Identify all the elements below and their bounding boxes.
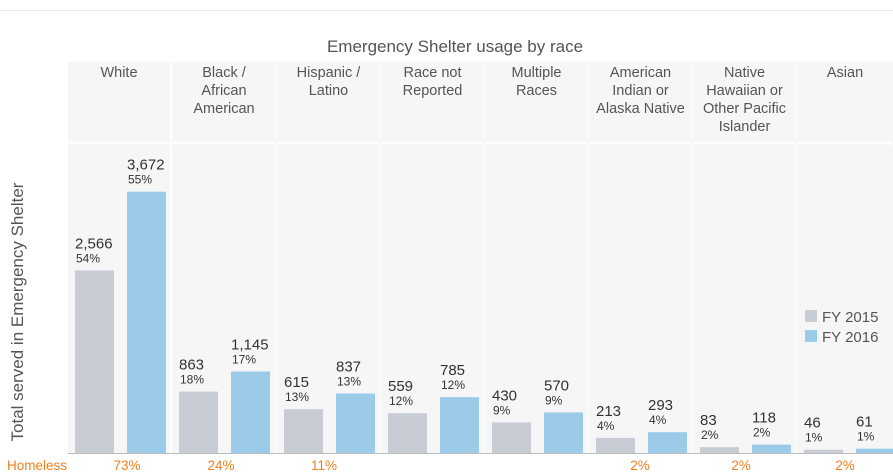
bar-percent-label: 12% <box>441 378 465 392</box>
footer-value: 24% <box>207 458 234 473</box>
bar-fy2015 <box>75 270 114 453</box>
bar-value-label: 83 <box>700 412 717 429</box>
category-label: American <box>610 65 671 81</box>
category-panel-2 <box>277 62 380 453</box>
bar-value-label: 837 <box>336 358 361 375</box>
bar-value-label: 46 <box>804 415 821 432</box>
bar-value-label: 61 <box>856 414 873 431</box>
category-label: White <box>100 65 137 81</box>
y-axis-label: Total served in Emergency Shelter <box>8 182 27 441</box>
bar-fy2015 <box>388 413 427 453</box>
category-panel-3 <box>381 62 484 453</box>
bar-value-label: 213 <box>596 403 621 420</box>
bar-percent-label: 55% <box>128 173 152 187</box>
bar-fy2016 <box>231 371 270 453</box>
legend-label: FY 2016 <box>822 329 878 346</box>
bar-percent-label: 9% <box>545 393 563 407</box>
chart-title: Emergency Shelter usage by race <box>327 37 583 56</box>
bar-fy2016 <box>336 393 375 453</box>
category-panel-7 <box>797 62 893 453</box>
bar-fy2015 <box>284 409 323 453</box>
category-panel-4 <box>485 62 588 453</box>
category-label: Hawaiian or <box>706 83 783 99</box>
bar-percent-label: 4% <box>649 413 667 427</box>
bar-fy2015 <box>492 422 531 453</box>
top-divider <box>0 10 893 11</box>
bar-value-label: 559 <box>388 378 413 395</box>
bar-value-label: 118 <box>752 410 776 427</box>
footer-label: Homeless <box>7 458 67 473</box>
category-label: Native <box>724 65 765 81</box>
category-label: Other Pacific <box>703 101 786 117</box>
bar-percent-label: 54% <box>76 251 100 265</box>
bar-percent-label: 17% <box>232 353 256 367</box>
category-panel-5 <box>589 62 692 453</box>
legend-label: FY 2015 <box>822 309 878 326</box>
bar-value-label: 3,672 <box>127 157 165 174</box>
bar-value-label: 293 <box>648 397 673 414</box>
bar-percent-label: 13% <box>285 390 309 404</box>
bar-fy2016 <box>544 412 583 453</box>
bar-value-label: 863 <box>179 357 204 374</box>
category-label: Race not <box>403 65 461 81</box>
category-label: Indian or <box>612 83 669 99</box>
bar-percent-label: 4% <box>597 419 615 433</box>
bar-fy2016 <box>127 191 166 453</box>
bar-percent-label: 13% <box>337 374 361 388</box>
legend-swatch-fy2015 <box>805 310 817 322</box>
category-label: Alaska Native <box>596 101 685 117</box>
bar-value-label: 570 <box>544 377 569 394</box>
bar-percent-label: 1% <box>857 430 875 444</box>
bar-percent-label: 18% <box>180 373 204 387</box>
bar-percent-label: 2% <box>753 426 771 440</box>
footer-value: 73% <box>113 458 140 473</box>
category-label: American <box>193 101 254 117</box>
category-label: Black / <box>202 65 246 81</box>
bar-value-label: 430 <box>492 387 517 404</box>
bar-value-label: 785 <box>440 362 465 379</box>
category-panel-6 <box>693 62 796 453</box>
footer-value: 11% <box>311 458 337 473</box>
bar-fy2016 <box>752 444 791 453</box>
footer-value: 2% <box>630 458 650 473</box>
bar-fy2015 <box>179 391 218 453</box>
category-label: Races <box>516 83 557 99</box>
bar-percent-label: 9% <box>493 403 511 417</box>
category-label: African <box>201 83 246 99</box>
bar-value-label: 2,566 <box>75 235 113 252</box>
bar-fy2016 <box>648 432 687 453</box>
category-label: Asian <box>827 65 863 81</box>
bar-percent-label: 2% <box>701 428 719 442</box>
legend-swatch-fy2016 <box>805 330 817 342</box>
bar-fy2015 <box>804 449 843 453</box>
bar-fy2016 <box>440 397 479 453</box>
category-label: Hispanic / <box>297 65 362 81</box>
bar-value-label: 615 <box>284 374 309 391</box>
bar-value-label: 1,145 <box>231 337 269 354</box>
footer-value: 2% <box>731 458 751 473</box>
category-label: Reported <box>403 83 463 99</box>
bar-fy2016 <box>856 448 893 453</box>
category-label: Multiple <box>512 65 562 81</box>
bar-fy2015 <box>700 447 739 453</box>
category-label: Latino <box>309 83 349 99</box>
bar-percent-label: 12% <box>389 394 413 408</box>
bar-percent-label: 1% <box>805 431 823 445</box>
footer-value: 2% <box>835 458 855 473</box>
bar-fy2015 <box>596 437 635 453</box>
category-label: Islander <box>719 119 771 135</box>
